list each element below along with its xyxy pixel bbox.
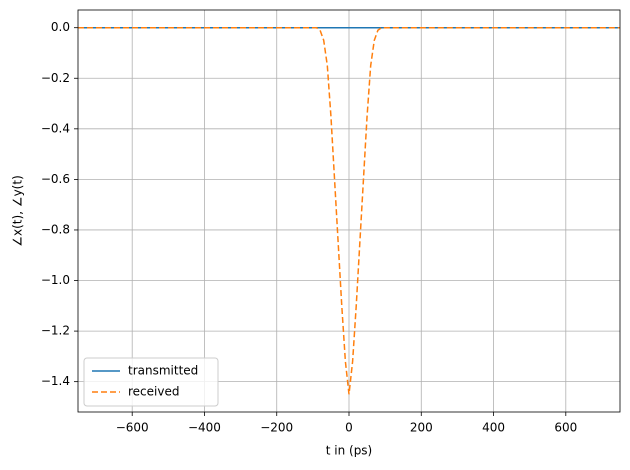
- series-line: [78, 26, 620, 395]
- y-tick-label: −0.2: [41, 71, 70, 85]
- plot-frame: [77, 9, 621, 413]
- legend-label: received: [128, 385, 179, 399]
- x-tick-label: −400: [188, 421, 221, 435]
- y-tick-label: −1.4: [41, 374, 70, 388]
- y-tick-label: −1.2: [41, 324, 70, 338]
- x-tick-label: −200: [260, 421, 293, 435]
- x-tick-label: −600: [116, 421, 149, 435]
- y-tick-label: −0.8: [41, 222, 70, 236]
- x-tick-label: 0: [345, 421, 353, 435]
- legend-label: transmitted: [128, 364, 198, 378]
- x-tick-label: 400: [482, 421, 505, 435]
- y-tick-label: −1.0: [41, 273, 70, 287]
- y-tick-label: 0.0: [51, 20, 70, 34]
- y-tick-label: −0.4: [41, 121, 70, 135]
- x-tick-label: 200: [410, 421, 433, 435]
- x-axis-label: t in (ps): [326, 444, 373, 458]
- y-tick-label: −0.6: [41, 172, 70, 186]
- legend-box: [83, 357, 219, 407]
- y-axis-label: ∠x(t), ∠y(t): [11, 175, 25, 246]
- x-tick-label: 600: [554, 421, 577, 435]
